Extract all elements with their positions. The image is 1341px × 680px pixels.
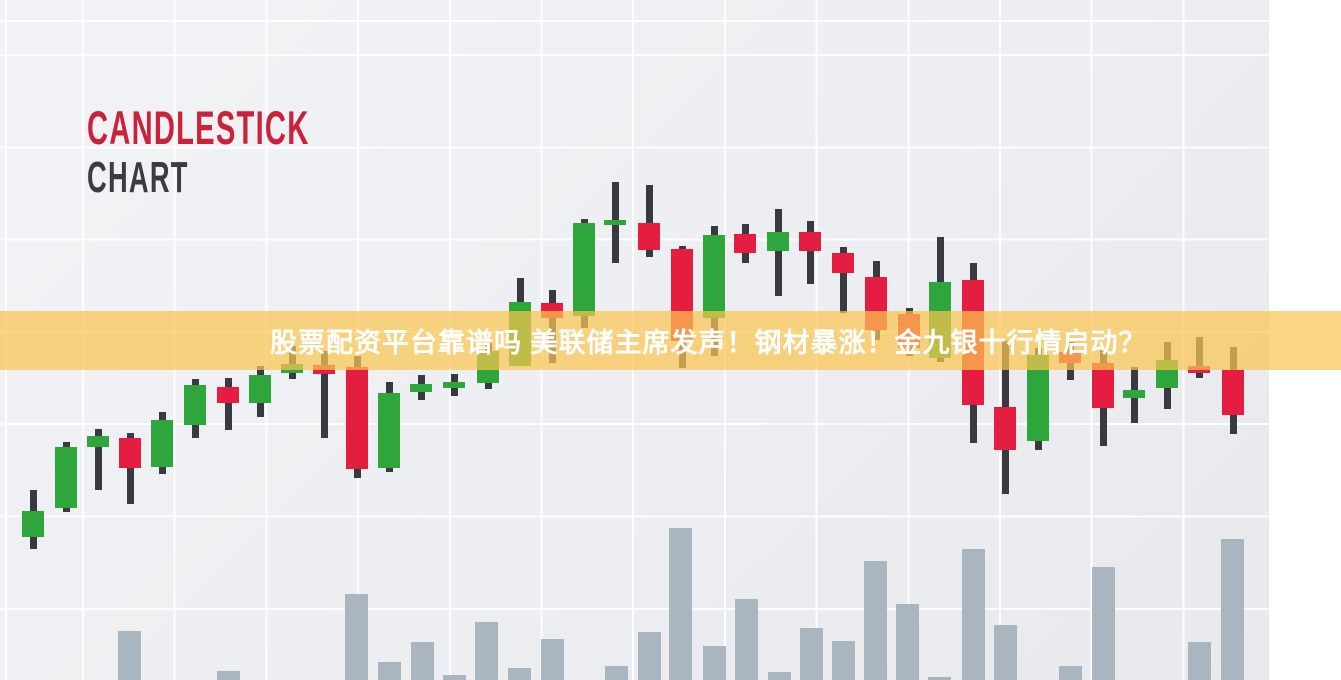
volume-bar	[1059, 666, 1082, 680]
candle-wick	[774, 209, 782, 296]
candle-body-down	[1222, 370, 1244, 415]
volume-bar	[735, 599, 758, 680]
candle-wick	[126, 433, 134, 504]
candle-body-down	[734, 234, 756, 253]
volume-bar	[768, 672, 791, 680]
volume-bar	[508, 668, 531, 680]
volume-bar	[475, 622, 498, 680]
headline-text: 股票配资平台靠谱吗 美联储主席发声！钢材暴涨！金九银十行情启动？	[270, 328, 1147, 358]
headline-banner: 股票配资平台靠谱吗 美联储主席发声！钢材暴涨！金九银十行情启动？	[0, 311, 1341, 370]
volume-bar	[1221, 539, 1244, 680]
candle-body-up	[22, 511, 44, 537]
volume-bar	[864, 561, 887, 680]
volume-bar	[118, 631, 141, 680]
candle-body-up	[378, 393, 400, 468]
candle-body-up	[443, 382, 465, 388]
volume-bar	[378, 662, 401, 680]
candle-wick	[645, 185, 653, 257]
candle-wick	[224, 378, 232, 430]
candle-body-down	[638, 223, 660, 250]
candle-body-down	[799, 232, 821, 251]
candle-body-down	[119, 438, 141, 468]
candle-body-down	[346, 367, 368, 469]
candle-body-up	[184, 385, 206, 425]
volume-bar	[217, 671, 240, 680]
volume-bar	[800, 628, 823, 680]
volume-bar	[703, 646, 726, 680]
volume-bar	[962, 549, 985, 680]
candle-wick	[94, 429, 102, 490]
candle-body-down	[1092, 363, 1114, 408]
volume-bar	[541, 639, 564, 680]
volume-bar	[896, 604, 919, 680]
candle-body-up	[410, 384, 432, 392]
candle-body-up	[1027, 355, 1049, 441]
candle-body-down	[994, 407, 1016, 450]
candle-body-up	[151, 420, 173, 467]
volume-bar	[669, 528, 692, 680]
volume-bar	[994, 625, 1017, 680]
candle-body-up	[87, 436, 109, 447]
candle-body-up	[55, 447, 77, 508]
candle-body-up	[249, 375, 271, 403]
volume-bar	[928, 677, 951, 680]
volume-bar	[345, 594, 368, 680]
candle-body-up	[573, 223, 595, 316]
candle-body-down	[217, 387, 239, 403]
chart-title: CANDLESTICK CHART	[87, 104, 446, 200]
volume-bar	[1188, 642, 1211, 680]
candle-body-up	[604, 220, 626, 225]
volume-bar	[1092, 567, 1115, 680]
volume-bar	[605, 666, 628, 680]
volume-layer	[118, 528, 1244, 680]
candle-body-down	[832, 253, 854, 273]
chart-title-line1: CANDLESTICK	[87, 101, 310, 154]
volume-bar	[638, 632, 661, 680]
volume-bar	[443, 675, 466, 680]
candle-body-up	[703, 235, 725, 318]
chart-title-line2: CHART	[87, 153, 189, 202]
candle-body-up	[1123, 390, 1145, 398]
candle-wick	[806, 221, 814, 284]
volume-bar	[411, 642, 434, 680]
candle-body-up	[767, 232, 789, 251]
candle-wick	[839, 247, 847, 313]
candle-wick	[320, 351, 328, 438]
volume-bar	[832, 641, 855, 680]
